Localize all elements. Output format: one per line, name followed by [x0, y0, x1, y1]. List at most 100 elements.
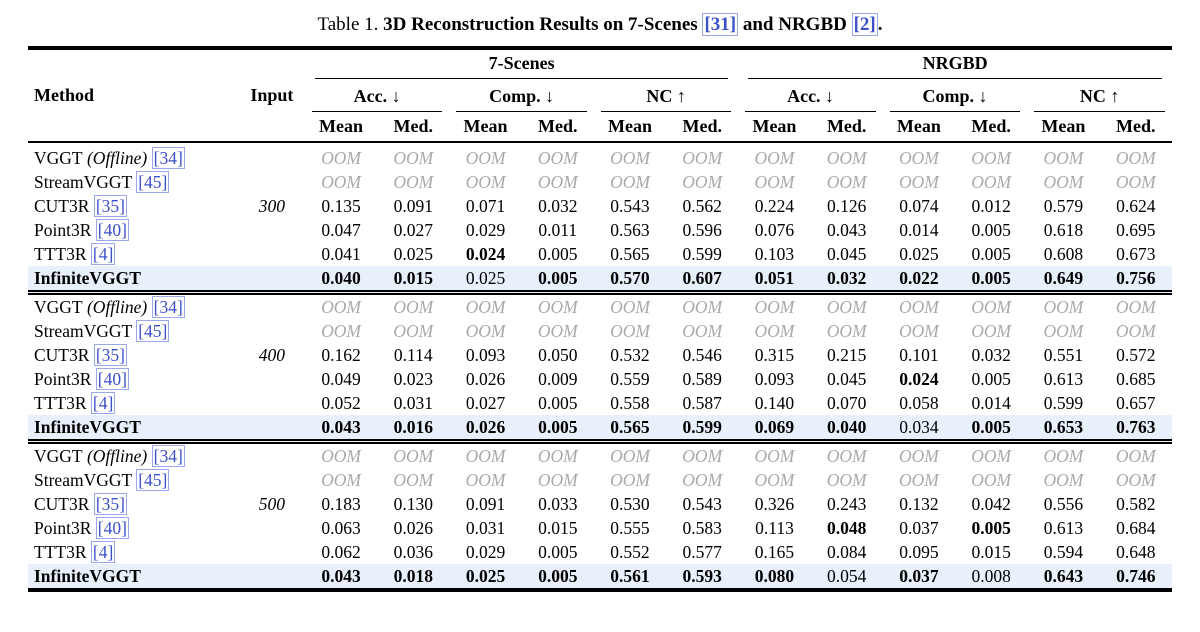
value-cell: 0.025: [449, 266, 522, 293]
value-cell: OOM: [610, 321, 650, 341]
value-cell: OOM: [321, 148, 361, 168]
method-cell: TTT3R [4]: [34, 541, 116, 563]
citation-link[interactable]: [4]: [90, 392, 116, 414]
value-cell: 0.599: [666, 415, 739, 442]
value-cell: 0.093: [465, 345, 506, 365]
value-cell: 0.011: [538, 220, 578, 240]
method-qualifier: (Offline): [82, 148, 152, 168]
stat-header-median: Med.: [521, 112, 594, 143]
value-cell: 0.224: [754, 196, 795, 216]
value-cell: OOM: [882, 439, 956, 468]
value-cell: 0.024: [465, 244, 506, 264]
value-cell: OOM: [465, 172, 506, 192]
stat-header-mean: Mean: [304, 112, 378, 143]
metric-label: NC ↑: [1079, 86, 1120, 106]
value-cell: 0.582: [1116, 494, 1156, 514]
value-cell: OOM: [738, 439, 811, 468]
value-cell: 0.618: [1043, 220, 1084, 240]
method-cell: TTT3R [4]: [34, 243, 116, 265]
citation-link[interactable]: [4]: [90, 243, 116, 265]
citation-link[interactable]: [45]: [136, 171, 170, 193]
stat-header-row: Mean Med. Mean Med. Mean Med. Mean Med. Mean Med.…: [28, 112, 1172, 143]
value-cell: 0.005: [521, 266, 594, 293]
citation-2-link[interactable]: [2]: [851, 13, 878, 36]
value-cell: OOM: [1027, 290, 1100, 319]
value-cell: OOM: [1027, 439, 1100, 468]
value-cell: 0.040: [304, 266, 378, 293]
value-cell: OOM: [449, 439, 522, 468]
table-row: TTT3R [4] 0.052 0.031 0.027 0.005 0.558 0.587 0…: [28, 391, 1172, 415]
value-cell: 0.014: [971, 393, 1011, 413]
value-cell: 0.126: [827, 196, 867, 216]
value-cell: 0.037: [882, 564, 956, 590]
value-cell: OOM: [899, 148, 939, 168]
value-cell: 0.763: [1099, 415, 1172, 442]
group-header-row: Method Input 7-Scenes NRGBD: [28, 48, 1172, 143]
value-cell: 0.009: [538, 369, 578, 389]
value-cell: 0.025: [899, 244, 939, 264]
value-cell: OOM: [393, 470, 434, 490]
value-cell: OOM: [682, 470, 723, 490]
value-cell: 0.045: [827, 369, 867, 389]
value-cell: 0.326: [754, 494, 795, 514]
value-cell: OOM: [393, 321, 434, 341]
value-cell: 0.026: [449, 415, 522, 442]
stat-header-mean: Mean: [738, 112, 811, 143]
stat-header-mean: Mean: [593, 112, 667, 143]
citation-link[interactable]: [34]: [151, 296, 185, 318]
value-cell: 0.027: [393, 220, 433, 240]
citation-link[interactable]: [35]: [93, 493, 127, 515]
citation-link[interactable]: [40]: [95, 219, 129, 241]
citation-link[interactable]: [34]: [151, 445, 185, 467]
caption-title-2: and NRGBD: [738, 14, 852, 35]
value-cell: OOM: [593, 439, 667, 468]
value-cell: 0.561: [593, 564, 667, 590]
value-cell: 0.095: [899, 542, 939, 562]
value-cell: 0.005: [521, 415, 594, 442]
value-cell: OOM: [754, 172, 795, 192]
method-cell: InfiniteVGGT: [28, 564, 239, 590]
value-cell: 0.593: [666, 564, 739, 590]
group-rule: [314, 78, 729, 79]
value-cell: OOM: [449, 290, 522, 319]
table-row: CUT3R [35] 400 0.162 0.114 0.093 0.050 0.532 0.…: [28, 343, 1172, 367]
citation-link[interactable]: [35]: [93, 195, 127, 217]
value-cell: 0.643: [1027, 564, 1100, 590]
value-cell: 0.015: [377, 266, 450, 293]
value-cell: OOM: [754, 321, 795, 341]
value-cell: OOM: [393, 148, 434, 168]
value-cell: OOM: [610, 148, 650, 168]
value-cell: 0.062: [321, 542, 361, 562]
citation-link[interactable]: [4]: [90, 541, 116, 563]
value-cell: OOM: [1043, 172, 1084, 192]
table-header: Method Input 7-Scenes NRGBD Acc. ↓ Comp. …: [28, 48, 1172, 143]
citation-link[interactable]: [40]: [95, 368, 129, 390]
value-cell: 0.613: [1043, 518, 1084, 538]
citation-link[interactable]: [45]: [136, 469, 170, 491]
value-cell: OOM: [321, 470, 361, 490]
value-cell: 0.607: [666, 266, 739, 293]
value-cell: 0.596: [682, 220, 722, 240]
value-cell: 0.565: [593, 415, 667, 442]
table-row: InfiniteVGGT 0.043 0.018 0.025 0.005 0.561 0.5…: [28, 564, 1172, 590]
caption-prefix: Table 1.: [317, 14, 384, 35]
value-cell: OOM: [899, 321, 939, 341]
value-cell: 0.563: [610, 220, 650, 240]
value-cell: 0.070: [827, 393, 867, 413]
method-cell: StreamVGGT [45]: [34, 320, 170, 342]
metric-rule: [889, 111, 1021, 112]
citation-31-link[interactable]: [31]: [702, 13, 739, 36]
table-caption: Table 1. 3D Reconstruction Results on 7-…: [0, 0, 1200, 46]
citation-link[interactable]: [34]: [151, 147, 185, 169]
method-cell: InfiniteVGGT: [28, 266, 239, 293]
citation-link[interactable]: [35]: [93, 344, 127, 366]
value-cell: 0.048: [827, 518, 867, 538]
citation-link[interactable]: [40]: [95, 517, 129, 539]
citation-link[interactable]: [45]: [136, 320, 170, 342]
value-cell: OOM: [321, 172, 361, 192]
stat-header-median: Med.: [810, 112, 883, 143]
value-cell: 0.114: [393, 345, 433, 365]
value-cell: OOM: [465, 148, 506, 168]
value-cell: 0.555: [610, 518, 650, 538]
value-cell: 0.684: [1116, 518, 1156, 538]
